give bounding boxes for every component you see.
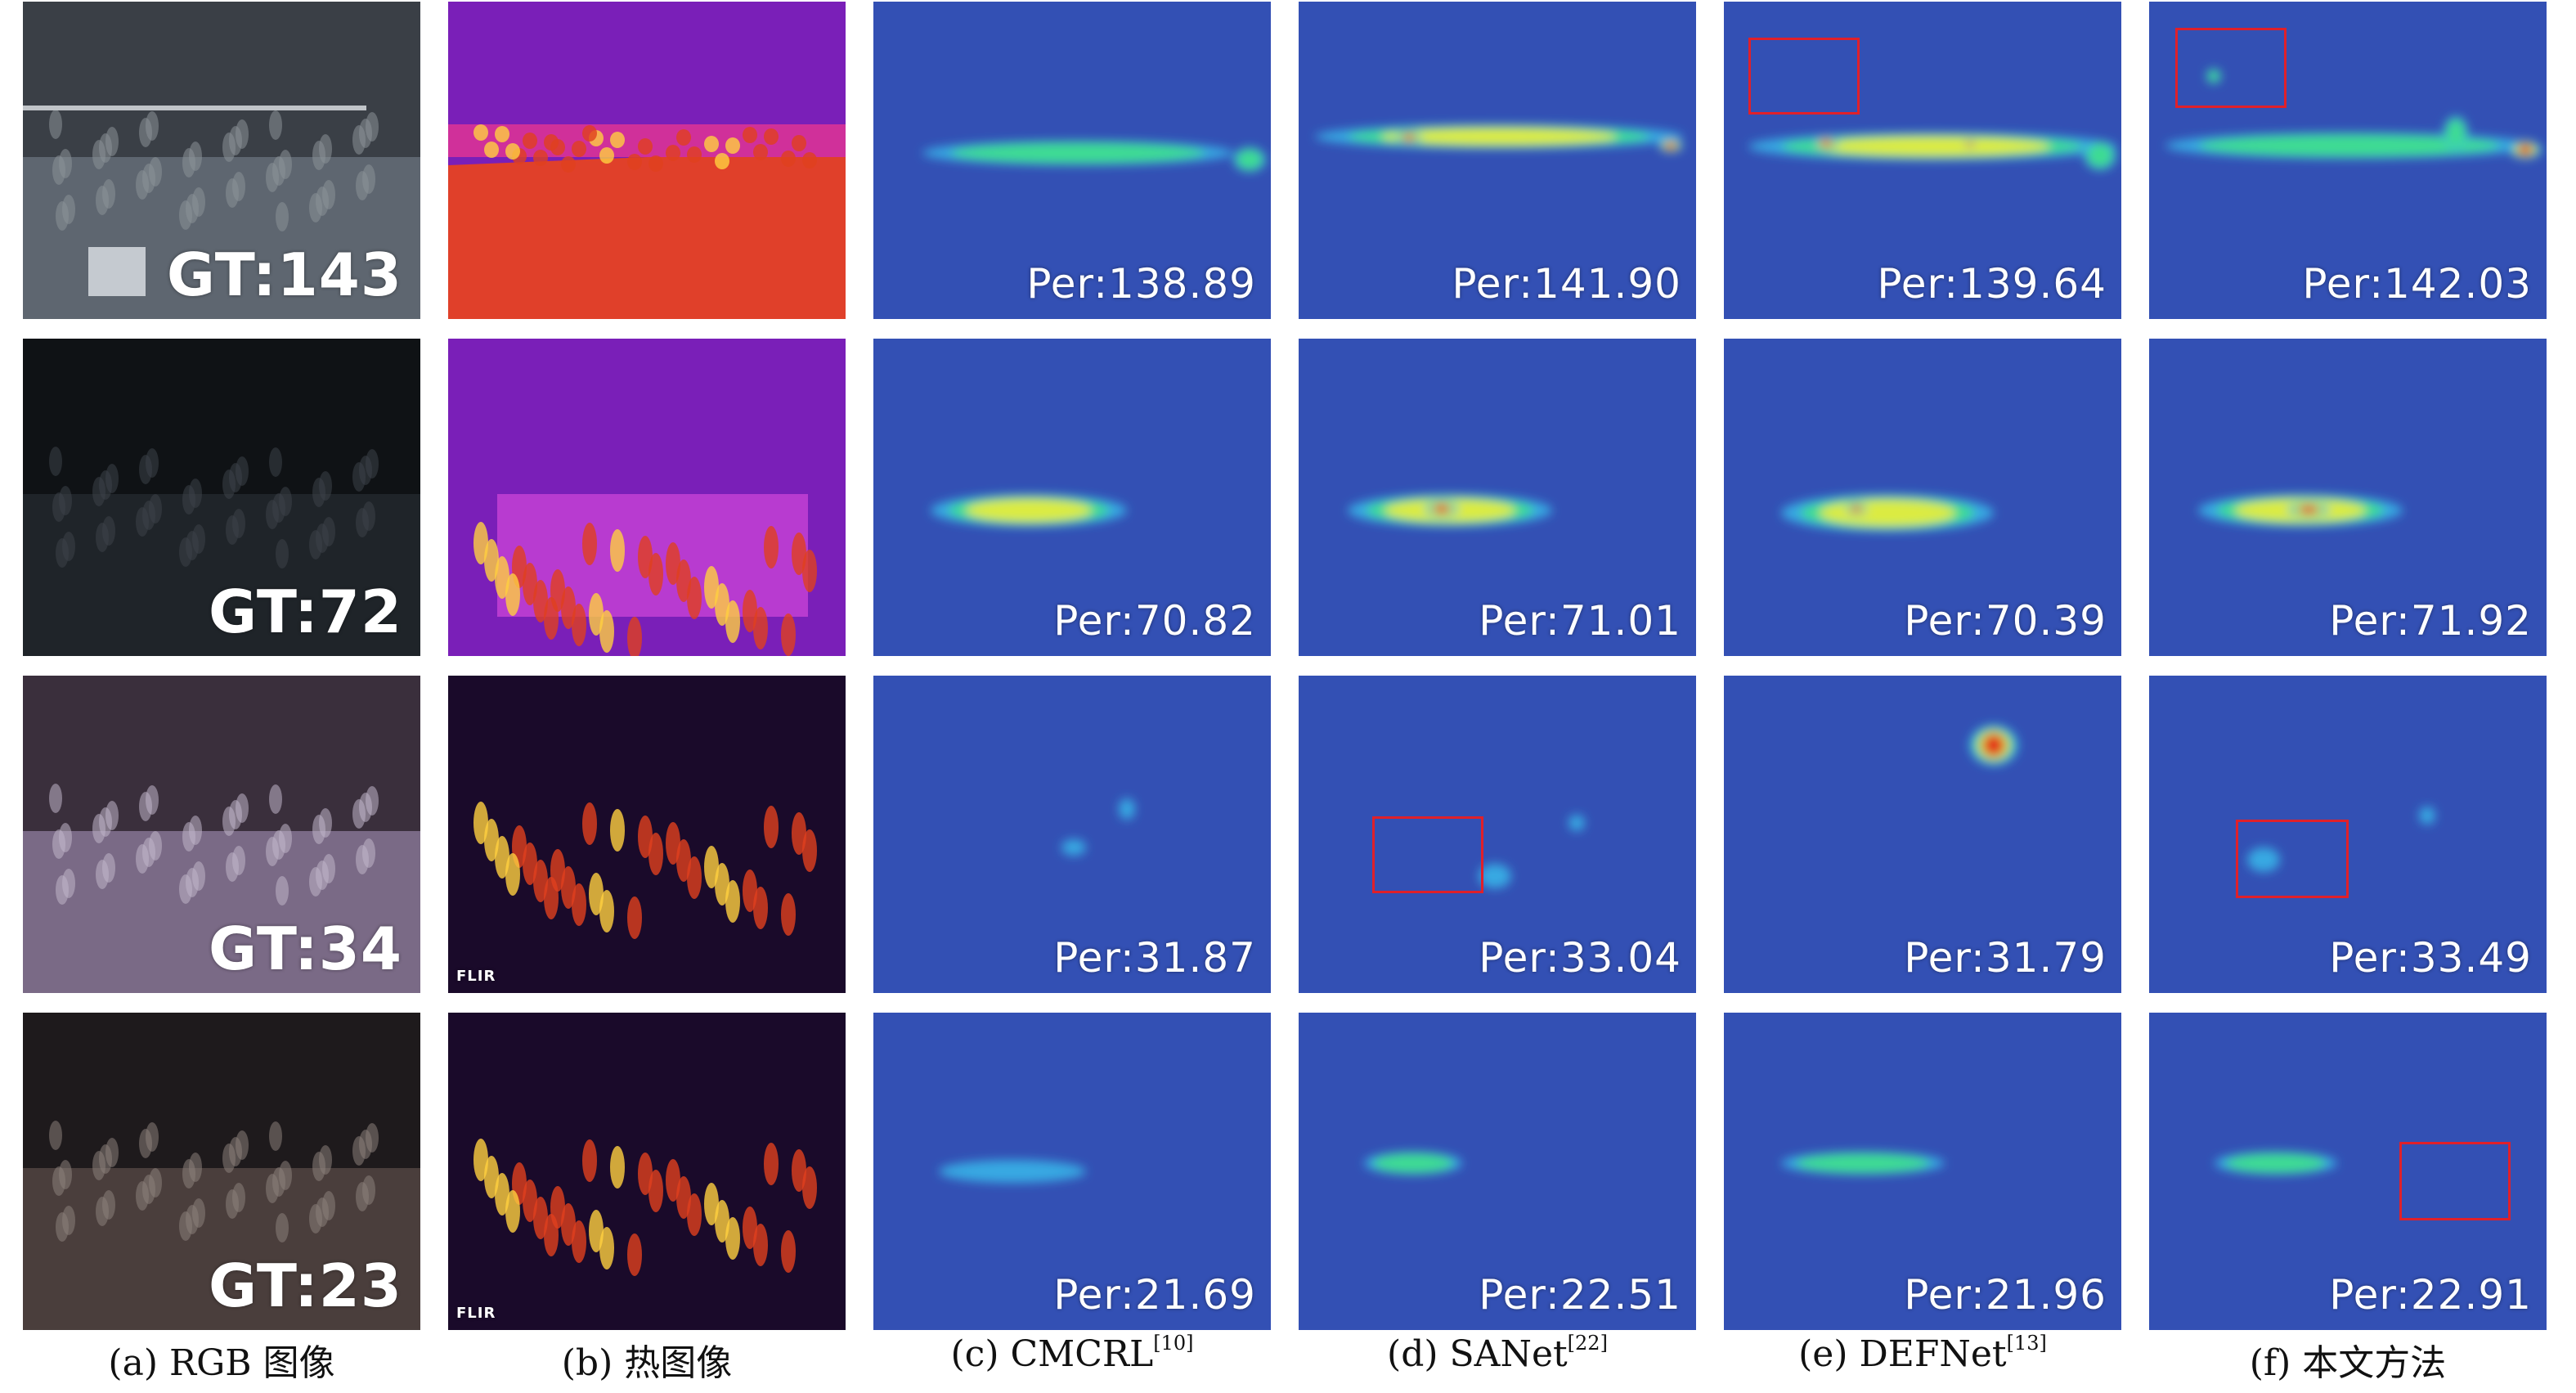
density-map <box>1724 339 2121 656</box>
predicted-count: Per:139.64 <box>1877 260 2107 308</box>
predicted-count: Per:21.69 <box>1053 1271 1256 1319</box>
predicted-count: Per:22.91 <box>2329 1271 2532 1319</box>
tile-cmcrl-row-3: Per:31.87 <box>873 676 1271 993</box>
tile-rgb-row-3: GT:34 <box>23 676 420 993</box>
density-map <box>873 676 1271 993</box>
tile-defnet-row-4: Per:21.96 <box>1724 1013 2121 1330</box>
tile-sanet-row-1: Per:141.90 <box>1299 2 1696 319</box>
predicted-count: Per:70.82 <box>1053 597 1256 645</box>
camera-logo: FLIR <box>456 1305 496 1322</box>
density-map <box>1724 1013 2121 1330</box>
caption-defnet: (e) DEFNet[13] <box>1798 1332 2047 1375</box>
tile-rgb-row-1: GT:143 <box>23 2 420 319</box>
predicted-count: Per:31.87 <box>1053 934 1256 982</box>
caption-cmcrl: (c) CMCRL[10] <box>950 1332 1194 1375</box>
thermal-photo <box>448 676 846 993</box>
tile-cmcrl-row-1: Per:138.89 <box>873 2 1271 319</box>
tile-ours-row-1: Per:142.03 <box>2149 2 2547 319</box>
density-map <box>1724 2 2121 319</box>
predicted-count: Per:142.03 <box>2302 260 2532 308</box>
rgb-photo <box>23 676 420 993</box>
caption-sanet: (d) SANet[22] <box>1387 1332 1608 1375</box>
camera-logo: FLIR <box>456 968 496 985</box>
density-map <box>1299 339 1696 656</box>
tile-thermal-row-4: FLIR <box>448 1013 846 1330</box>
rgb-photo <box>23 339 420 656</box>
density-map <box>873 2 1271 319</box>
tile-cmcrl-row-4: Per:21.69 <box>873 1013 1271 1330</box>
highlight-box <box>1748 38 1860 115</box>
caption-rgb: (a) RGB 图像 <box>108 1342 335 1384</box>
tile-ours-row-2: Per:71.92 <box>2149 339 2547 656</box>
tile-sanet-row-2: Per:71.01 <box>1299 339 1696 656</box>
ground-truth-count: GT:34 <box>209 914 402 983</box>
tile-sanet-row-4: Per:22.51 <box>1299 1013 1696 1330</box>
density-map <box>1299 2 1696 319</box>
tile-cmcrl-row-2: Per:70.82 <box>873 339 1271 656</box>
tile-defnet-row-3: Per:31.79 <box>1724 676 2121 993</box>
predicted-count: Per:33.04 <box>1479 934 1681 982</box>
density-map <box>1724 676 2121 993</box>
density-map <box>1299 1013 1696 1330</box>
rgb-photo <box>23 2 420 319</box>
predicted-count: Per:138.89 <box>1026 260 1256 308</box>
highlight-box <box>1372 816 1483 893</box>
tile-thermal-row-3: FLIR <box>448 676 846 993</box>
tile-thermal-row-1 <box>448 2 846 319</box>
density-map <box>1299 676 1696 993</box>
predicted-count: Per:33.49 <box>2329 934 2532 982</box>
tile-defnet-row-2: Per:70.39 <box>1724 339 2121 656</box>
predicted-count: Per:141.90 <box>1452 260 1681 308</box>
predicted-count: Per:70.39 <box>1904 597 2107 645</box>
ground-truth-count: GT:143 <box>166 240 402 309</box>
tile-defnet-row-1: Per:139.64 <box>1724 2 2121 319</box>
tile-thermal-row-2 <box>448 339 846 656</box>
density-map <box>2149 1013 2547 1330</box>
ground-truth-count: GT:23 <box>209 1251 402 1320</box>
tile-ours-row-3: Per:33.49 <box>2149 676 2547 993</box>
thermal-photo <box>448 1013 846 1330</box>
caption-thermal: (b) 热图像 <box>561 1342 733 1384</box>
ground-truth-count: GT:72 <box>209 577 402 646</box>
highlight-box <box>2175 28 2287 108</box>
density-map <box>873 339 1271 656</box>
predicted-count: Per:21.96 <box>1904 1271 2107 1319</box>
tile-ours-row-4: Per:22.91 <box>2149 1013 2547 1330</box>
predicted-count: Per:71.01 <box>1479 597 1681 645</box>
density-map <box>2149 2 2547 319</box>
thermal-photo <box>448 339 846 656</box>
rgb-photo <box>23 1013 420 1330</box>
highlight-box <box>2399 1142 2511 1220</box>
tile-rgb-row-2: GT:72 <box>23 339 420 656</box>
density-map <box>873 1013 1271 1330</box>
predicted-count: Per:22.51 <box>1479 1271 1681 1319</box>
tile-rgb-row-4: GT:23 <box>23 1013 420 1330</box>
caption-ours: (f) 本文方法 <box>2249 1342 2447 1384</box>
density-map <box>2149 339 2547 656</box>
highlight-box <box>2236 820 2349 898</box>
predicted-count: Per:31.79 <box>1904 934 2107 982</box>
thermal-photo <box>448 2 846 319</box>
tile-sanet-row-3: Per:33.04 <box>1299 676 1696 993</box>
predicted-count: Per:71.92 <box>2329 597 2532 645</box>
